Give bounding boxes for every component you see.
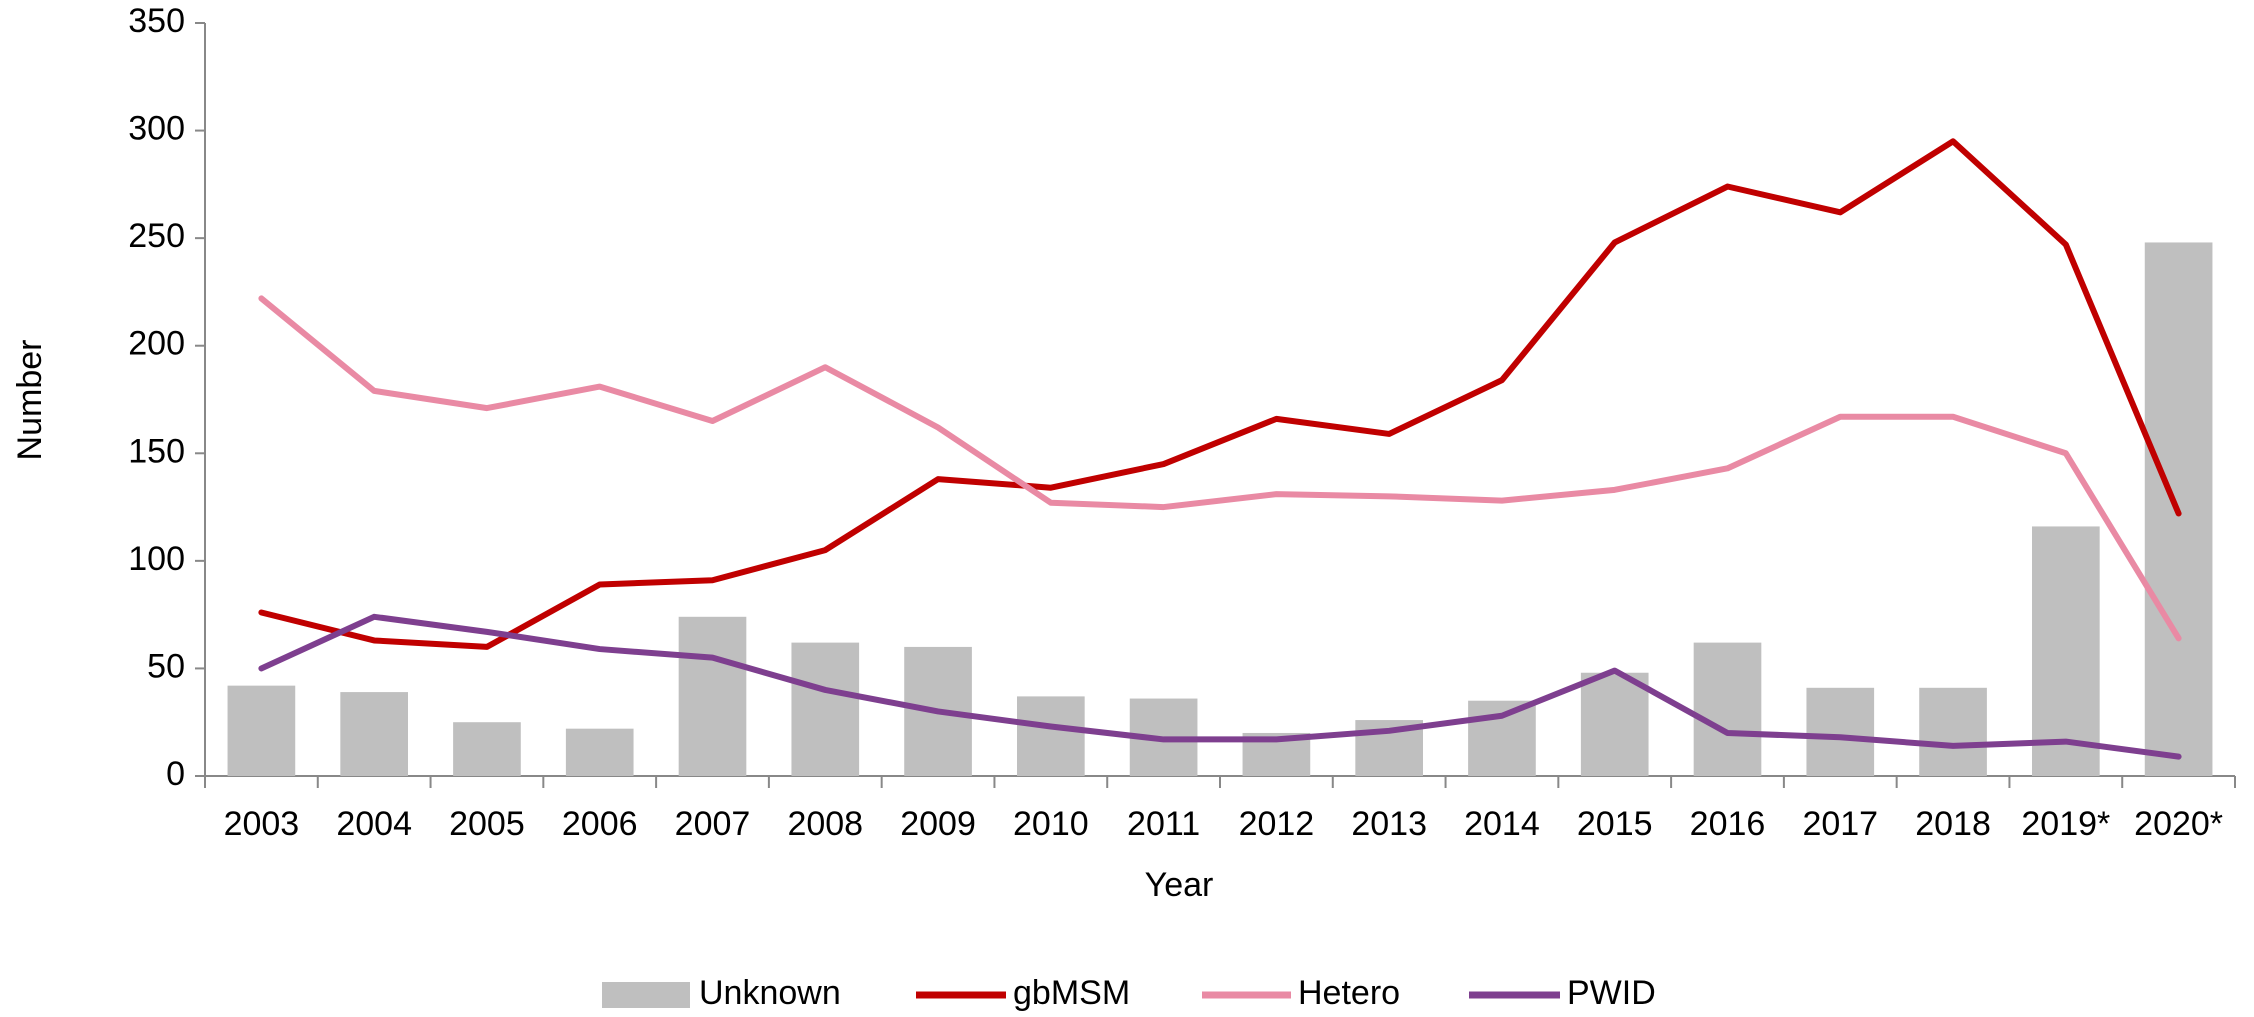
bar (678, 616, 747, 776)
bar (453, 722, 521, 776)
x-tick-label: 2020* (2134, 805, 2223, 843)
line-series (258, 138, 2182, 650)
x-tick-label: 2009 (900, 805, 976, 843)
x-tick-label: 2015 (1577, 805, 1653, 843)
x-tick-label: 2017 (1802, 805, 1878, 843)
x-tick-label: 2011 (1127, 805, 1200, 843)
bar (1017, 696, 1085, 776)
line-series (258, 613, 2182, 760)
x-tick-label: 2004 (336, 805, 412, 843)
x-tick-label: 2008 (787, 805, 863, 843)
bar (1580, 672, 1649, 776)
bar (2032, 526, 2100, 776)
bar (565, 728, 634, 776)
line-series (258, 295, 2182, 642)
x-tick-label: 2007 (675, 805, 751, 843)
x-axis-title: Year (1145, 866, 1214, 904)
bar (1468, 700, 1536, 776)
x-tick-label: 2012 (1239, 805, 1315, 843)
x-tick-label: 2003 (224, 805, 300, 843)
legend-label: Unknown (699, 974, 841, 1012)
x-tick-label: 2019* (2021, 805, 2110, 843)
legend-label: PWID (1567, 974, 1656, 1012)
x-tick-label: 2014 (1464, 805, 1540, 843)
y-tick-label: 0 (166, 755, 185, 793)
x-tick-label: 2013 (1351, 805, 1427, 843)
bar (1806, 687, 1875, 776)
x-tick-label: 2018 (1915, 805, 1991, 843)
x-tick-label: 2010 (1013, 805, 1089, 843)
y-tick-label: 350 (128, 2, 185, 40)
legend-label: gbMSM (1013, 974, 1130, 1012)
x-tick-label: 2005 (449, 805, 525, 843)
y-axis-title: Number (11, 340, 49, 461)
bar (227, 685, 296, 776)
legend-swatch (602, 982, 690, 1008)
y-tick-label: 250 (128, 217, 185, 255)
y-tick-label: 300 (128, 110, 185, 148)
bar (340, 692, 408, 776)
legend-label: Hetero (1298, 974, 1400, 1012)
y-tick-label: 100 (128, 540, 185, 578)
bar (1693, 642, 1762, 776)
x-tick-label: 2006 (562, 805, 638, 843)
bar (1919, 687, 1987, 776)
y-tick-label: 200 (128, 325, 185, 363)
x-tick-label: 2016 (1690, 805, 1766, 843)
bar (791, 642, 860, 776)
y-tick-label: 150 (128, 432, 185, 470)
y-tick-label: 50 (147, 647, 185, 685)
